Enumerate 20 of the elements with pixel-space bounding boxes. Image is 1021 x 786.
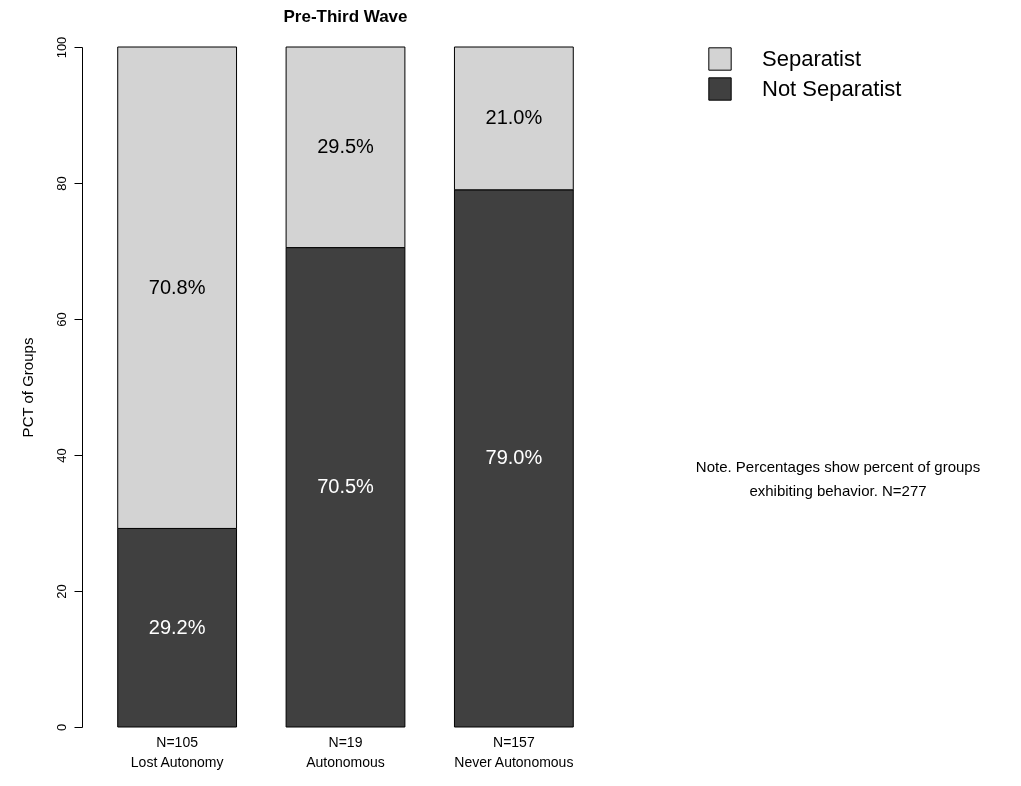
data-label: 21.0% [485,106,543,129]
legend-label: Separatist [762,46,862,71]
x-tick-label: N=105 Lost Autonomy [130,733,224,770]
chart-title: Pre-Third Wave [283,7,408,27]
text: Note. Percentages show percent of groups exhibiting behavior. N=277 [695,458,981,499]
data-label: 29.5% [317,135,375,158]
x-tick-label: N=19 Autonomous [306,733,385,770]
y-tick-label: 100 [53,36,69,59]
y-tick-label: 0 [53,723,69,732]
x-tick-label: N=157 Never Autonomous [454,733,574,770]
legend-label: Not Separatist [762,76,902,101]
data-label: 29.2% [148,615,206,638]
data-label: 70.8% [148,275,206,298]
data-label: 79.0% [485,446,543,469]
y-tick-label: 20 [53,584,69,599]
data-label: 70.5% [317,475,375,498]
y-tick-label: 40 [53,448,69,463]
y-tick-label: 60 [53,312,69,327]
y-tick-label: 80 [53,176,69,191]
y-axis-title: PCT of Groups [18,337,36,438]
